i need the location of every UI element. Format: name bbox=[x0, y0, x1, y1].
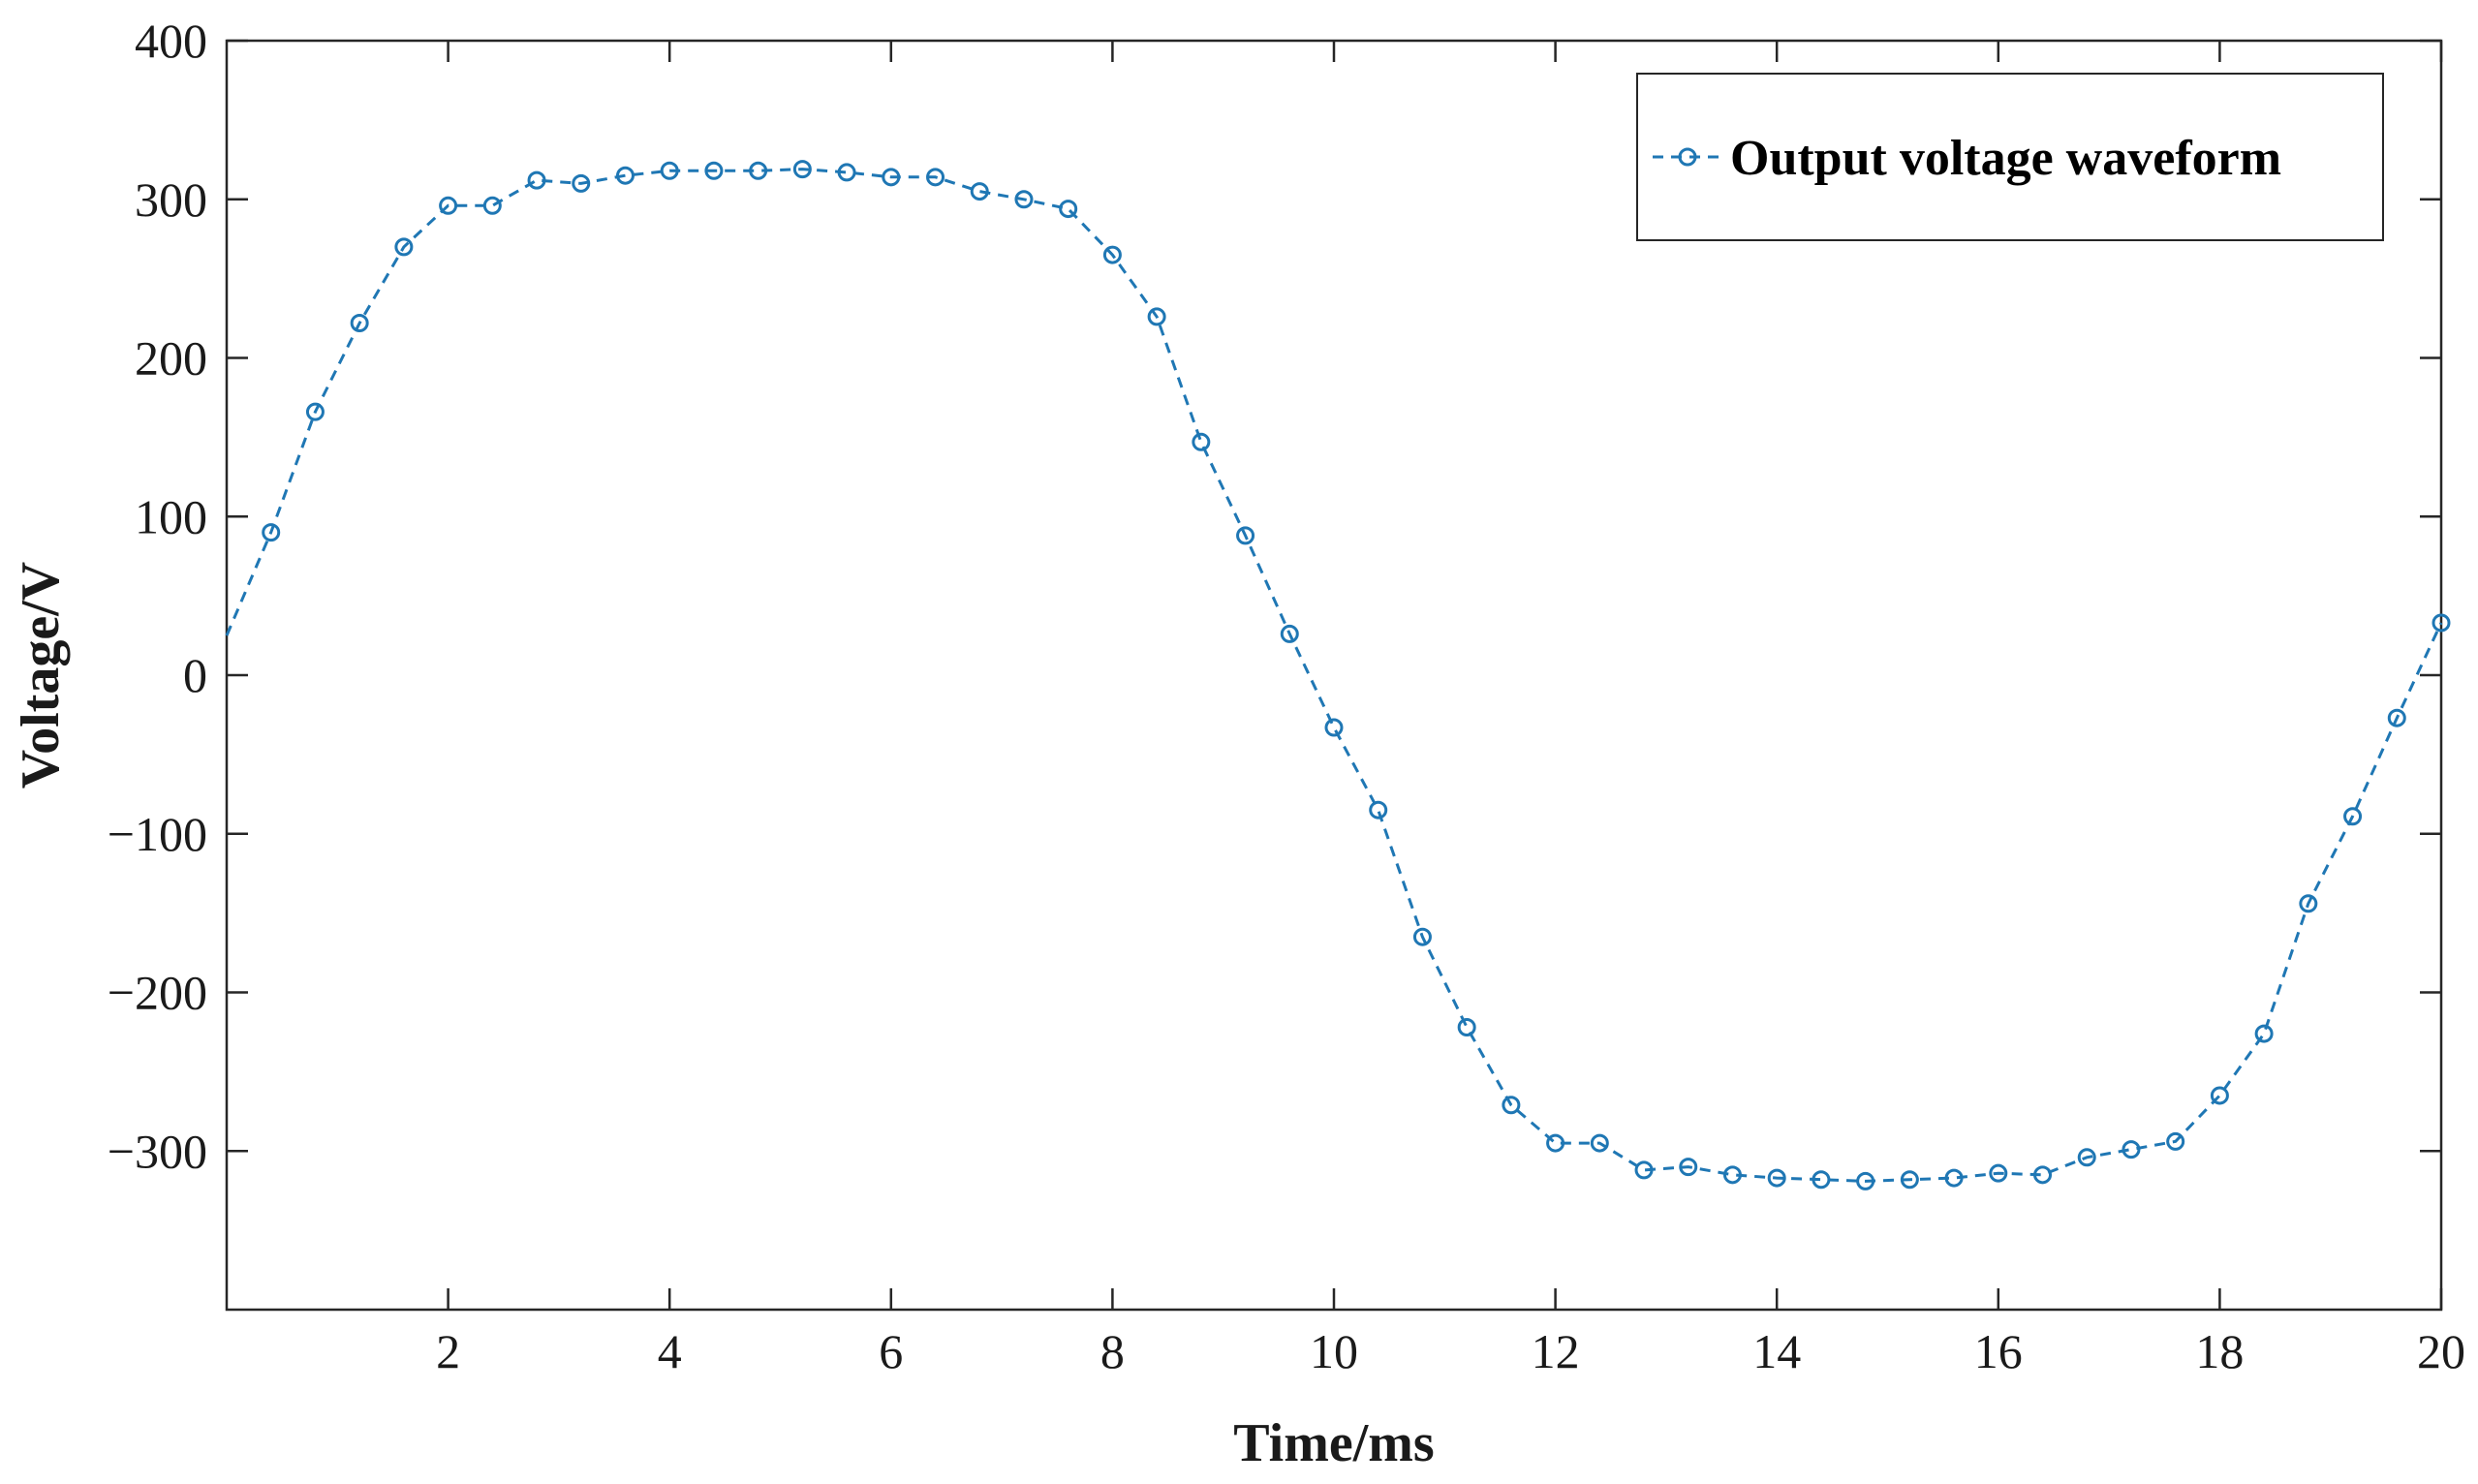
data-point bbox=[305, 402, 325, 421]
data-point bbox=[2210, 1086, 2229, 1105]
y-axis-title: Voltage/V bbox=[11, 562, 71, 788]
data-point bbox=[2122, 1140, 2141, 1159]
data-point bbox=[1812, 1170, 1831, 1190]
y-tick-label: 300 bbox=[135, 172, 207, 227]
data-point bbox=[527, 170, 546, 190]
x-tick-label: 4 bbox=[658, 1324, 682, 1378]
y-tick-label: 0 bbox=[183, 648, 207, 702]
data-point bbox=[2077, 1148, 2096, 1167]
y-axis-ticks: −300 −200 −100 0 100 200 300 400 bbox=[108, 14, 2441, 1178]
data-point bbox=[1856, 1171, 1875, 1190]
data-point bbox=[615, 166, 635, 185]
data-point bbox=[1280, 624, 1299, 643]
data-point bbox=[660, 161, 679, 180]
series-line-output-voltage bbox=[225, 168, 2443, 1183]
y-tick-label: −100 bbox=[108, 807, 207, 861]
data-point bbox=[926, 168, 945, 187]
data-point bbox=[439, 196, 458, 215]
data-point bbox=[704, 161, 724, 180]
legend-entry-label: Output voltage waveform bbox=[1730, 131, 2281, 186]
x-tick-label: 14 bbox=[1752, 1324, 1801, 1378]
legend: Output voltage waveform bbox=[1636, 73, 2384, 241]
y-tick-label: 200 bbox=[135, 331, 207, 386]
data-point bbox=[1412, 927, 1432, 946]
data-point bbox=[2033, 1165, 2053, 1185]
data-point bbox=[792, 160, 812, 179]
data-point bbox=[1590, 1133, 1609, 1153]
series-layer bbox=[225, 160, 2451, 1190]
x-tick-label: 18 bbox=[2195, 1324, 2244, 1378]
data-point bbox=[1192, 432, 1211, 451]
data-point bbox=[1014, 190, 1034, 209]
x-axis-title: Time/ms bbox=[1233, 1413, 1434, 1473]
data-point bbox=[749, 161, 768, 180]
x-tick-label: 10 bbox=[1310, 1324, 1358, 1378]
data-point bbox=[1679, 1158, 1698, 1177]
data-point bbox=[394, 237, 414, 257]
data-point bbox=[2387, 708, 2406, 727]
data-point bbox=[1102, 245, 1122, 264]
data-point bbox=[837, 163, 856, 182]
data-point bbox=[350, 313, 369, 332]
data-point bbox=[572, 173, 591, 193]
x-tick-label: 2 bbox=[436, 1324, 460, 1378]
x-tick-label: 8 bbox=[1100, 1324, 1125, 1378]
data-point bbox=[2254, 1024, 2274, 1043]
y-tick-label: −200 bbox=[108, 966, 207, 1020]
data-point bbox=[2299, 894, 2318, 913]
data-point bbox=[1767, 1168, 1786, 1188]
data-point bbox=[262, 523, 281, 542]
data-point bbox=[1457, 1018, 1476, 1037]
data-point bbox=[1369, 800, 1388, 819]
data-point bbox=[1989, 1163, 2008, 1183]
data-point bbox=[482, 196, 502, 215]
data-point bbox=[1147, 307, 1166, 326]
x-tick-label: 20 bbox=[2417, 1324, 2465, 1378]
y-tick-label: 400 bbox=[135, 14, 207, 68]
data-point bbox=[882, 168, 901, 187]
data-point bbox=[1546, 1133, 1565, 1153]
data-point bbox=[1059, 200, 1078, 219]
data-point bbox=[1634, 1160, 1654, 1180]
data-point bbox=[1236, 526, 1255, 545]
data-point bbox=[2432, 613, 2451, 633]
x-tick-label: 16 bbox=[1974, 1324, 2023, 1378]
data-point bbox=[970, 182, 989, 201]
x-tick-label: 12 bbox=[1532, 1324, 1580, 1378]
y-tick-label: −300 bbox=[108, 1124, 207, 1178]
data-point bbox=[1324, 718, 1344, 737]
data-point bbox=[1722, 1165, 1742, 1185]
x-axis-ticks: 2 4 6 8 10 12 14 16 18 20 bbox=[436, 41, 2465, 1378]
data-point bbox=[2343, 807, 2363, 826]
y-tick-label: 100 bbox=[135, 489, 207, 543]
x-tick-label: 6 bbox=[879, 1324, 903, 1378]
legend-marker-sample bbox=[1678, 147, 1697, 167]
legend-box bbox=[1636, 73, 2384, 241]
data-point bbox=[1502, 1096, 1521, 1115]
data-point bbox=[1900, 1170, 1919, 1190]
data-point bbox=[1944, 1168, 1964, 1188]
data-point bbox=[2166, 1131, 2185, 1151]
